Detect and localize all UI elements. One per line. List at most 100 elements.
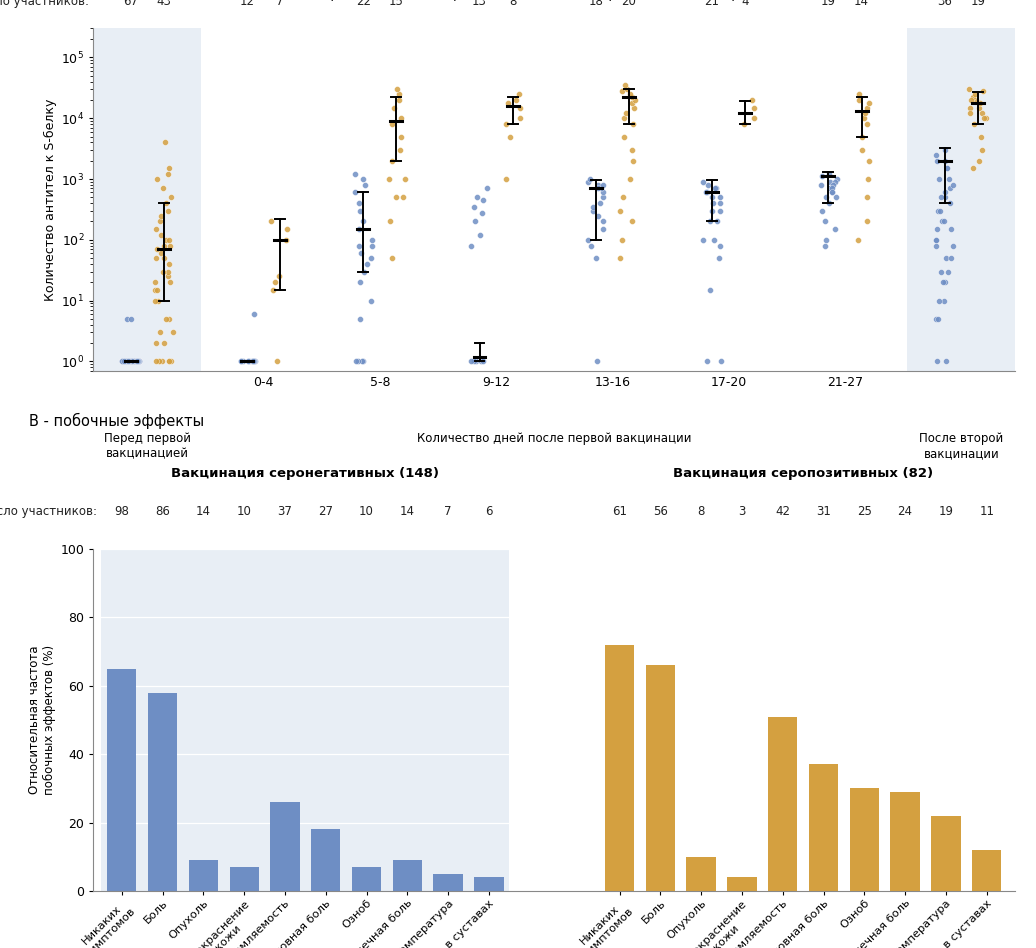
Point — [736, 117, 752, 132]
Point — [860, 172, 876, 187]
Point — [119, 354, 136, 369]
Point — [929, 354, 946, 369]
Point — [512, 111, 528, 126]
Point — [127, 354, 144, 369]
Point — [588, 354, 605, 369]
Point — [624, 90, 640, 105]
Point — [278, 232, 294, 247]
Point — [934, 275, 951, 290]
Point — [124, 354, 141, 369]
Point — [152, 208, 169, 223]
Text: 8: 8 — [509, 0, 516, 8]
Bar — [931, 816, 960, 891]
Y-axis label: Количество антител к S-белку: Количество антител к S-белку — [44, 99, 57, 301]
Point — [824, 185, 840, 200]
Bar — [809, 764, 838, 891]
Point — [165, 325, 181, 340]
Bar — [605, 645, 634, 891]
Point — [592, 195, 608, 210]
Bar — [972, 850, 1002, 891]
Point — [247, 354, 263, 369]
Point — [937, 142, 953, 157]
Point — [124, 354, 141, 369]
Text: 27: 27 — [318, 505, 334, 518]
Bar — [727, 878, 756, 891]
Point — [712, 203, 728, 218]
Point — [966, 117, 982, 132]
Point — [584, 203, 601, 218]
Point — [710, 214, 726, 229]
Point — [265, 283, 282, 298]
Point — [161, 354, 177, 369]
Point — [945, 177, 961, 192]
Text: 10: 10 — [359, 505, 374, 518]
Point — [155, 336, 172, 351]
Point — [393, 129, 409, 144]
Point — [969, 92, 985, 107]
Point — [971, 100, 987, 115]
Point — [351, 195, 368, 210]
Point — [161, 354, 177, 369]
Point — [161, 311, 177, 326]
Point — [147, 222, 164, 237]
Point — [123, 311, 140, 326]
Text: Перед первой
вакцинацией: Перед первой вакцинацией — [104, 432, 191, 461]
Point — [124, 354, 141, 369]
Point — [614, 190, 631, 205]
Point — [116, 354, 133, 369]
Point — [497, 117, 514, 132]
Point — [931, 172, 948, 187]
Point — [244, 354, 261, 369]
Point — [244, 354, 261, 369]
Point — [121, 354, 138, 369]
Point — [160, 167, 176, 182]
Point — [859, 214, 875, 229]
Point — [127, 354, 144, 369]
Point — [698, 185, 715, 200]
Point — [125, 354, 142, 369]
Point — [469, 190, 486, 205]
Point — [972, 95, 988, 110]
Point — [465, 354, 482, 369]
Point — [115, 354, 132, 369]
Bar — [102, 549, 510, 891]
Point — [160, 203, 176, 218]
Point — [971, 154, 987, 169]
Point — [695, 232, 712, 247]
Point — [851, 86, 867, 101]
Point — [150, 354, 167, 369]
Point — [352, 246, 369, 261]
Text: 37: 37 — [278, 505, 292, 518]
Point — [116, 354, 133, 369]
Point — [706, 195, 722, 210]
Text: 14: 14 — [854, 0, 869, 8]
Text: 36: 36 — [938, 0, 952, 8]
Text: В - побочные эффекты: В - побочные эффекты — [29, 412, 204, 428]
Text: 14: 14 — [400, 505, 414, 518]
Point — [580, 174, 597, 190]
Point — [239, 354, 256, 369]
Point — [393, 111, 409, 126]
Point — [114, 354, 131, 369]
Point — [148, 172, 165, 187]
Point — [823, 174, 839, 190]
Text: 43: 43 — [156, 0, 171, 8]
Point — [119, 354, 136, 369]
Point — [707, 181, 723, 196]
Text: 98: 98 — [114, 505, 130, 518]
Point — [159, 195, 175, 210]
Point — [595, 222, 611, 237]
Point — [391, 92, 407, 107]
Point — [163, 238, 179, 253]
Point — [824, 185, 840, 200]
Text: 19: 19 — [821, 0, 836, 8]
Point — [233, 354, 250, 369]
Point — [346, 185, 363, 200]
Point — [363, 250, 379, 265]
Point — [595, 185, 611, 200]
Point — [161, 161, 177, 176]
Point — [961, 100, 978, 115]
Point — [812, 177, 829, 192]
Point — [508, 92, 524, 107]
Point — [854, 142, 870, 157]
